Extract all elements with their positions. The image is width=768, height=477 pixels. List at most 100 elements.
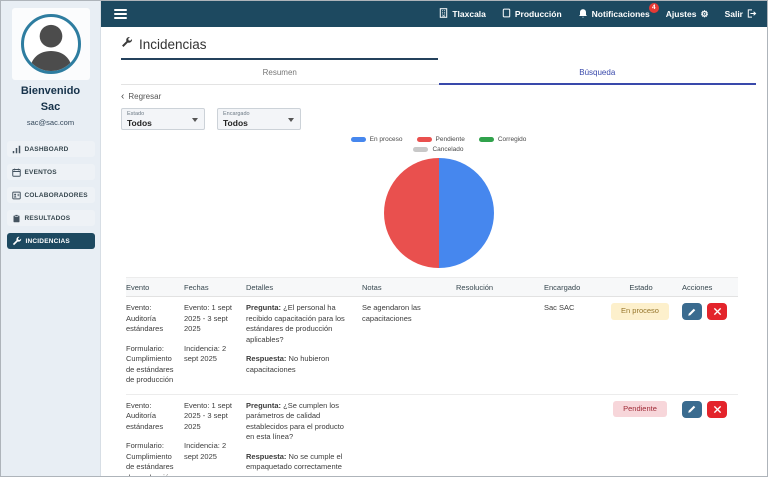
pregunta-text: ¿El personal ha recibido capacitación pa… — [246, 303, 345, 344]
pregunta-label: Pregunta: — [246, 400, 282, 410]
nav-item-salir[interactable]: Salir — [724, 8, 757, 20]
column-header: Encargado — [544, 283, 581, 292]
select-value: Todos — [223, 118, 248, 128]
avatar — [20, 14, 81, 74]
nav-item-label: Tlaxcala — [452, 9, 486, 19]
tab-busqueda[interactable]: Búsqueda — [438, 60, 756, 85]
sidebar-item-label: DASHBOARD — [24, 145, 69, 153]
back-label: Regresar — [128, 92, 162, 101]
legend-label: En proceso — [369, 136, 403, 143]
status-badge: En proceso — [611, 303, 669, 320]
cell-acciones — [682, 303, 728, 386]
building-icon — [439, 8, 448, 20]
respuesta: Respuesta: No hubieron capacitaciones — [246, 354, 354, 375]
wrench-icon — [12, 236, 22, 246]
estado-select[interactable]: Estado Todos — [121, 108, 205, 130]
sidebar-item-colaboradores[interactable]: COLABORADORES — [6, 187, 95, 203]
fecha-line: Evento: 1 sept 2025 - 3 sept 2025 — [184, 303, 232, 333]
notification-badge: 4 — [648, 2, 659, 13]
respuesta-label: Respuesta: — [246, 354, 287, 363]
chevron-down-icon — [288, 118, 294, 122]
legend-swatch — [416, 137, 432, 142]
nav-item-label: Producción — [514, 9, 562, 19]
legend-swatch — [478, 137, 494, 142]
filter-bar: Estado Todos Encargado Todos — [121, 108, 754, 130]
pregunta: Pregunta: ¿El personal ha recibido capac… — [246, 303, 354, 345]
clipboard-icon — [12, 213, 21, 223]
respuesta-text: No hubieron capacitaciones — [246, 354, 330, 374]
avatar-card — [11, 8, 90, 80]
sidebar-item-label: EVENTOS — [24, 168, 57, 176]
sidebar-item-incidencias[interactable]: INCIDENCIAS — [6, 233, 95, 249]
column-header: Notas — [362, 283, 382, 292]
sidebar-item-dashboard[interactable]: DASHBOARD — [6, 141, 95, 157]
encargado-select[interactable]: Encargado Todos — [217, 108, 301, 130]
cell-detalles: Pregunta: ¿Se cumplen los parámetros de … — [246, 401, 362, 477]
legend-item: En proceso — [350, 136, 403, 143]
select-label: Estado — [127, 111, 145, 117]
welcome-text: Bienvenido — [20, 85, 81, 97]
sidebar-item-resultados[interactable]: RESULTADOS — [6, 210, 95, 226]
estado-pie-chart-block: En proceso Pendiente Corregido Cancelado — [121, 136, 756, 268]
chevron-down-icon — [192, 118, 198, 122]
fecha-line: Incidencia: 2 sept 2025 — [184, 441, 227, 461]
nav-item-label: Ajustes — [665, 9, 697, 19]
legend-swatch — [413, 147, 429, 152]
menu-toggle-button[interactable] — [114, 7, 127, 21]
pie-chart — [383, 158, 494, 268]
pregunta-text: ¿Se cumplen los parámetros de calidad es… — [246, 400, 344, 442]
cell-detalles: Pregunta: ¿El personal ha recibido capac… — [246, 303, 362, 386]
pencil-icon — [688, 405, 696, 413]
bar-chart-icon — [12, 145, 21, 154]
box-icon — [502, 8, 511, 20]
evento-line: Formulario: Cumplimiento de estándares d… — [126, 343, 174, 385]
legend-label: Corregido — [497, 136, 527, 143]
legend-label: Cancelado — [432, 146, 464, 153]
nav-item-produccion[interactable]: Producción — [502, 8, 562, 20]
page-header: Incidencias — [121, 35, 438, 60]
cell-resolucion — [456, 401, 544, 477]
pregunta-label: Pregunta: — [246, 303, 282, 312]
legend-label: Pendiente — [435, 136, 465, 143]
cell-resolucion — [456, 303, 544, 386]
pencil-icon — [688, 308, 696, 316]
sidebar-item-eventos[interactable]: EVENTOS — [6, 164, 95, 180]
cell-evento: Evento: Auditoría estándares Formulario:… — [126, 303, 184, 386]
nav-item-tlaxcala[interactable]: Tlaxcala — [439, 8, 486, 20]
evento-line: Evento: Auditoría estándares — [126, 303, 164, 333]
close-icon — [713, 405, 721, 413]
legend-swatch — [350, 137, 366, 142]
sidebar-item-label: INCIDENCIAS — [25, 237, 70, 245]
chevron-left-icon: ‹ — [121, 90, 125, 102]
delete-button[interactable] — [707, 303, 727, 320]
nav-item-label: Salir — [724, 9, 743, 19]
table-row: Evento: Auditoría estándares Formulario:… — [126, 395, 738, 477]
calendar-icon — [11, 168, 21, 177]
cell-notas — [362, 401, 456, 477]
nav-item-notificaciones[interactable]: Notificaciones 4 — [578, 2, 659, 21]
edit-button[interactable] — [682, 303, 702, 320]
cell-estado: En proceso — [606, 303, 682, 386]
person-card-icon — [11, 191, 21, 200]
tab-bar: Resumen Búsqueda — [121, 60, 756, 85]
status-badge: Pendiente — [613, 400, 667, 417]
cell-fechas: Evento: 1 sept 2025 - 3 sept 2025 Incide… — [184, 303, 246, 386]
person-silhouette-icon — [29, 24, 72, 71]
top-navbar: Tlaxcala Producción Notificaciones 4 Aju… — [101, 1, 767, 27]
column-header: Detalles — [246, 283, 274, 292]
column-header: Evento — [126, 283, 150, 292]
delete-button[interactable] — [707, 400, 727, 418]
back-link[interactable]: ‹ Regresar — [121, 90, 181, 102]
logout-icon — [747, 8, 757, 20]
tab-resumen[interactable]: Resumen — [262, 68, 297, 77]
nav-item-ajustes[interactable]: Ajustes ⚙ — [666, 9, 709, 19]
edit-button[interactable] — [682, 400, 702, 418]
legend-item: Corregido — [478, 136, 527, 143]
wrench-icon — [121, 35, 133, 53]
cell-fechas: Evento: 1 sept 2025 - 3 sept 2025 Incide… — [184, 401, 246, 477]
sidebar-item-label: COLABORADORES — [24, 191, 88, 199]
bell-icon — [578, 8, 588, 21]
chart-legend: En proceso Pendiente Corregido Cancelado — [121, 136, 756, 153]
respuesta-text: No se cumple el empaquetado correctament… — [246, 451, 343, 472]
cell-notas: Se agendaron las capacitaciones — [362, 303, 421, 323]
